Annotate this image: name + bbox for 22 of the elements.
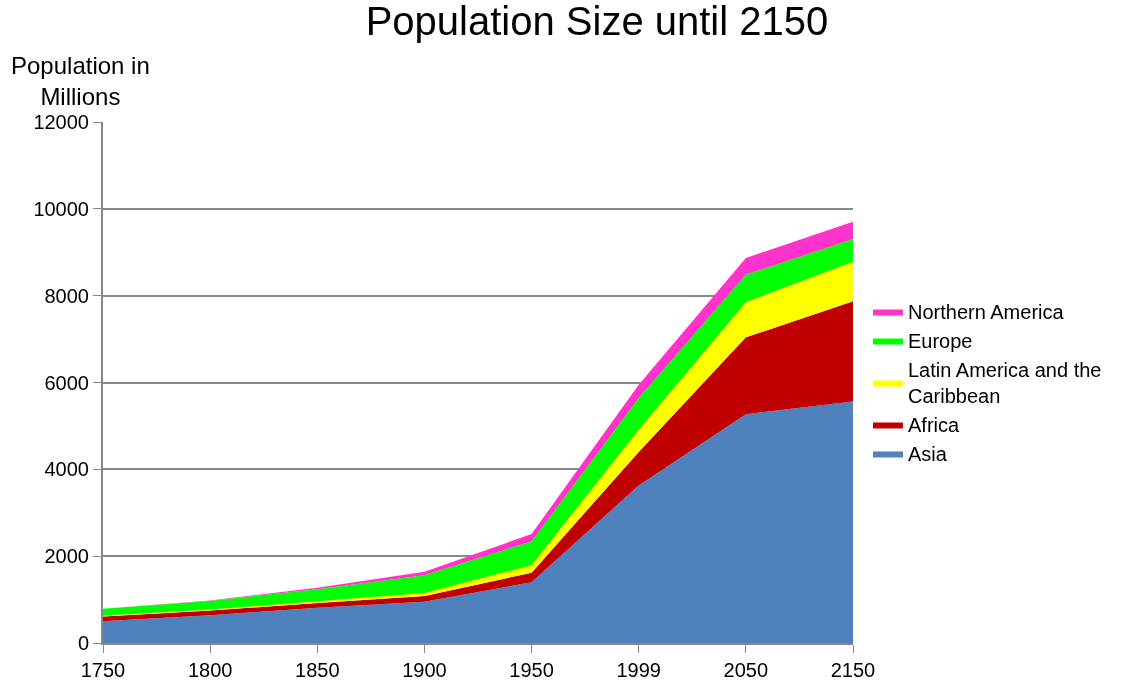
legend-label: Northern America [908, 301, 1065, 324]
legend-label: Europe [908, 330, 973, 353]
x-tick-label: 1750 [80, 659, 126, 681]
x-tick-label: 1800 [187, 659, 233, 681]
x-tick-label: 1900 [402, 659, 447, 681]
y-tick-label: 10000 [33, 197, 89, 220]
legend-label: Latin America and the Caribbean [908, 359, 1102, 408]
chart-title: Population Size until 2150 [365, 0, 829, 43]
legend-label: Africa [908, 414, 960, 437]
x-tick-label: 2050 [723, 659, 769, 681]
x-tick-label: 1850 [295, 659, 340, 681]
legend-label: Asia [908, 443, 948, 466]
y-tick-label: 12000 [33, 111, 89, 133]
x-tick-label: 1999 [616, 659, 661, 681]
x-tick-label: 1950 [509, 659, 554, 681]
y-tick-label: 0 [77, 632, 89, 654]
x-tick-label: 2150 [830, 659, 876, 681]
y-tick-label: 2000 [44, 545, 89, 568]
y-tick-label: 4000 [44, 458, 89, 481]
y-tick-label: 6000 [44, 371, 89, 394]
y-tick-label: 8000 [44, 284, 89, 307]
y-axis-title: Population in Millions [11, 52, 150, 111]
